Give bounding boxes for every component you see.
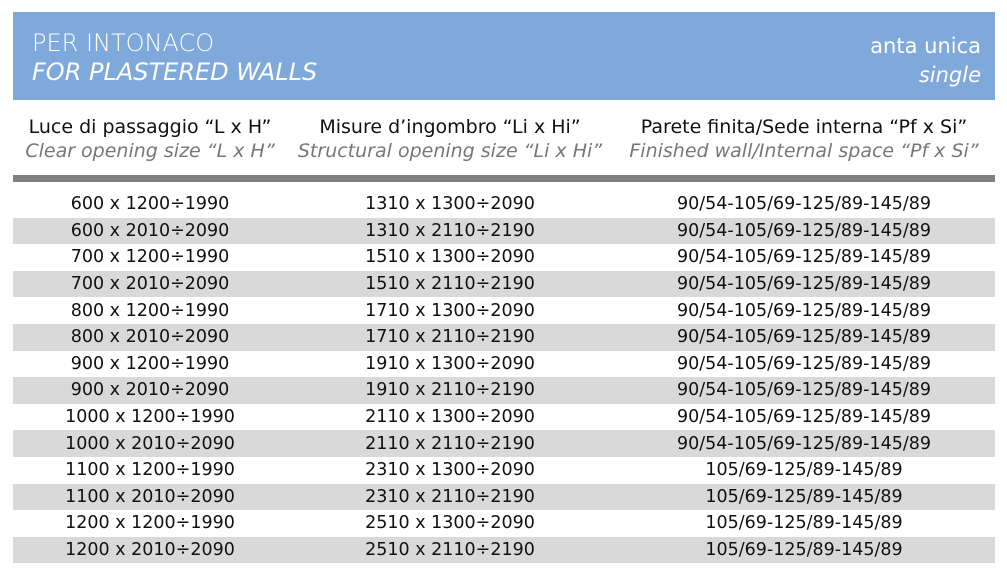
- table-row: 900 x 2010÷2090 1910 x 2110÷2190 90/54-105…: [13, 377, 995, 404]
- column-header-english: Clear opening size “L x H”: [25, 140, 275, 162]
- cell-finished-wall: 90/54-105/69-125/89-145/89: [676, 407, 932, 428]
- cell-finished-wall: 90/54-105/69-125/89-145/89: [676, 300, 932, 321]
- cell-finished-wall: 105/69-125/89-145/89: [705, 513, 903, 534]
- cell-finished-wall: 90/54-105/69-125/89-145/89: [676, 194, 932, 215]
- table-row: 800 x 2010÷2090 1710 x 2110÷2190 90/54-105…: [13, 323, 995, 351]
- table-row: 600 x 1200÷1990 1310 x 1300÷2090 90/54-105…: [13, 191, 995, 218]
- table-row: 1200 x 2010÷2090 2510 x 2110÷2190 105/69-1…: [13, 536, 995, 564]
- cell-clear-opening: 900 x 1200÷1990: [70, 353, 230, 374]
- table-row: 1100 x 1200÷1990 2310 x 1300÷2090 105/69-1…: [13, 457, 995, 484]
- cell-finished-wall: 90/54-105/69-125/89-145/89: [676, 220, 932, 241]
- cell-structural-opening: 2510 x 2110÷2190: [365, 540, 535, 561]
- title-italian: PER INTONACO: [32, 29, 215, 57]
- door-type-italian: anta unica: [870, 34, 981, 58]
- cell-finished-wall: 90/54-105/69-125/89-145/89: [676, 433, 932, 454]
- column-header-italian: Luce di passaggio “L x H”: [28, 116, 272, 138]
- cell-structural-opening: 1310 x 2110÷2190: [365, 220, 535, 241]
- cell-finished-wall: 105/69-125/89-145/89: [705, 460, 903, 481]
- cell-clear-opening: 600 x 2010÷2090: [70, 220, 230, 241]
- title-banner: PER INTONACO FOR PLASTERED WALLS anta un…: [13, 12, 995, 100]
- cell-finished-wall: 90/54-105/69-125/89-145/89: [676, 327, 932, 348]
- cell-structural-opening: 1510 x 1300÷2090: [365, 247, 535, 268]
- cell-clear-opening: 1200 x 1200÷1990: [65, 513, 235, 534]
- table-row: 1000 x 1200÷1990 2110 x 1300÷2090 90/54-10…: [13, 404, 995, 431]
- cell-clear-opening: 700 x 2010÷2090: [70, 274, 230, 295]
- cell-finished-wall: 105/69-125/89-145/89: [705, 486, 903, 507]
- table-row: 900 x 1200÷1990 1910 x 1300÷2090 90/54-105…: [13, 351, 995, 378]
- cell-clear-opening: 900 x 2010÷2090: [70, 380, 230, 401]
- cell-clear-opening: 700 x 1200÷1990: [70, 247, 230, 268]
- table-row: 1200 x 1200÷1990 2510 x 1300÷2090 105/69-1…: [13, 510, 995, 537]
- cell-finished-wall: 90/54-105/69-125/89-145/89: [676, 274, 932, 295]
- cell-structural-opening: 2110 x 1300÷2090: [365, 407, 535, 428]
- cell-structural-opening: 2310 x 2110÷2190: [365, 486, 535, 507]
- table-row: 700 x 1200÷1990 1510 x 1300÷2090 90/54-105…: [13, 244, 995, 271]
- cell-structural-opening: 1710 x 1300÷2090: [365, 300, 535, 321]
- cell-structural-opening: 1910 x 1300÷2090: [365, 353, 535, 374]
- cell-clear-opening: 600 x 1200÷1990: [70, 194, 230, 215]
- title-english: FOR PLASTERED WALLS: [32, 58, 318, 86]
- table-row: 1000 x 2010÷2090 2110 x 2110÷2190 90/54-10…: [13, 430, 995, 457]
- column-header-english: Finished wall/Internal space “Pf x Si”: [629, 140, 979, 162]
- header-divider: [13, 175, 995, 182]
- cell-clear-opening: 1200 x 2010÷2090: [65, 540, 235, 561]
- column-header-italian: Misure d’ingombro “Li x Hi”: [319, 116, 581, 138]
- cell-finished-wall: 90/54-105/69-125/89-145/89: [676, 380, 932, 401]
- table-row: 700 x 2010÷2090 1510 x 2110÷2190 90/54-105…: [13, 270, 995, 298]
- cell-clear-opening: 1000 x 2010÷2090: [65, 433, 235, 454]
- table-body: 600 x 1200÷1990 1310 x 1300÷2090 90/54-105…: [13, 191, 995, 564]
- cell-clear-opening: 800 x 2010÷2090: [70, 327, 230, 348]
- cell-finished-wall: 90/54-105/69-125/89-145/89: [676, 353, 932, 374]
- cell-structural-opening: 1310 x 1300÷2090: [365, 194, 535, 215]
- column-header-english: Structural opening size “Li x Hi”: [297, 140, 603, 162]
- cell-clear-opening: 1100 x 1200÷1990: [65, 460, 235, 481]
- column-header-clear-opening: Luce di passaggio “L x H” Clear opening …: [13, 115, 287, 162]
- cell-structural-opening: 1910 x 2110÷2190: [365, 380, 535, 401]
- table-row: 800 x 1200÷1990 1710 x 1300÷2090 90/54-105…: [13, 297, 995, 324]
- cell-structural-opening: 2110 x 2110÷2190: [365, 433, 535, 454]
- cell-structural-opening: 1710 x 2110÷2190: [365, 327, 535, 348]
- cell-structural-opening: 2510 x 1300÷2090: [365, 513, 535, 534]
- cell-clear-opening: 800 x 1200÷1990: [70, 300, 230, 321]
- column-header-structural-opening: Misure d’ingombro “Li x Hi” Structural o…: [287, 115, 613, 162]
- cell-structural-opening: 2310 x 1300÷2090: [365, 460, 535, 481]
- cell-finished-wall: 105/69-125/89-145/89: [705, 540, 903, 561]
- column-header-finished-wall: Parete finita/Sede interna “Pf x Si” Fin…: [613, 115, 995, 162]
- column-header-italian: Parete finita/Sede interna “Pf x Si”: [640, 116, 968, 138]
- cell-clear-opening: 1100 x 2010÷2090: [65, 486, 235, 507]
- cell-structural-opening: 1510 x 2110÷2190: [365, 274, 535, 295]
- table-row: 1100 x 2010÷2090 2310 x 2110÷2190 105/69-1…: [13, 483, 995, 511]
- table-row: 600 x 2010÷2090 1310 x 2110÷2190 90/54-105…: [13, 217, 995, 245]
- cell-finished-wall: 90/54-105/69-125/89-145/89: [676, 247, 932, 268]
- cell-clear-opening: 1000 x 1200÷1990: [65, 407, 235, 428]
- door-type-english: single: [918, 63, 981, 87]
